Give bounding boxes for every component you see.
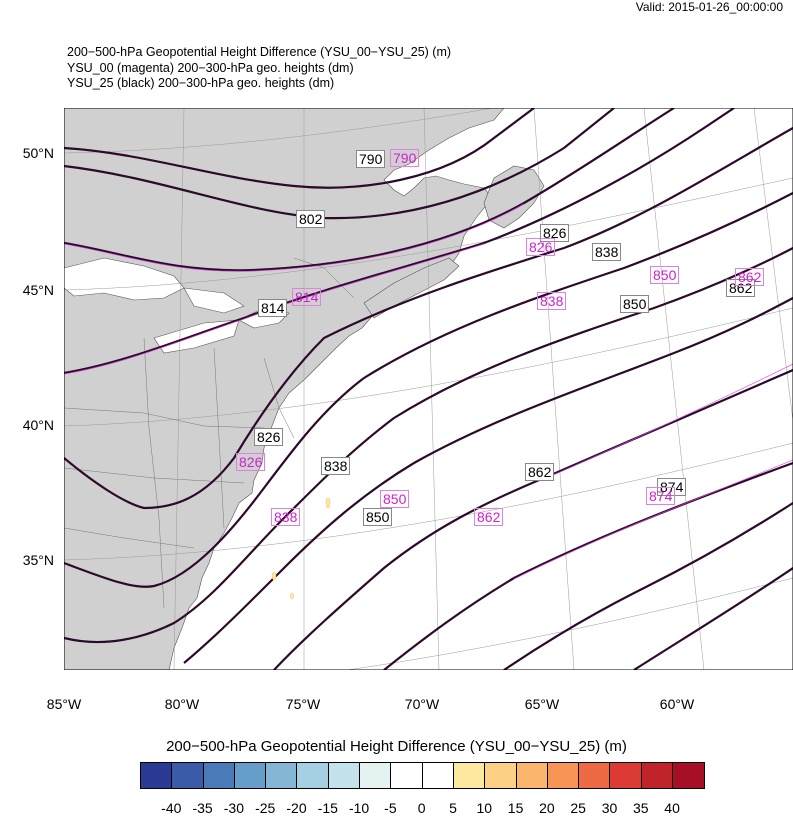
colorbar-cell xyxy=(516,763,548,788)
lon-label-60w: 60°W xyxy=(659,696,695,712)
colorbar-cell xyxy=(485,763,517,788)
contour-790 xyxy=(64,108,535,189)
label-magenta-862a: 862 xyxy=(735,268,765,286)
colorbar-cell xyxy=(579,763,611,788)
colorbar-cell xyxy=(391,763,423,788)
colorbar-tick-label: -40 xyxy=(161,800,182,816)
colorbar-tick-label: 15 xyxy=(507,800,524,816)
lon-label-65w: 65°W xyxy=(524,696,560,712)
colorbar-tick-label: 5 xyxy=(449,800,457,816)
label-black-850a: 850 xyxy=(620,295,650,313)
colorbar-cell xyxy=(266,763,298,788)
label-black-838b: 838 xyxy=(321,457,351,475)
title-line-3: YSU_25 (black) 200−300-hPa geo. heights … xyxy=(67,76,335,90)
map-panel xyxy=(64,108,793,670)
colorbar-cell xyxy=(641,763,674,788)
colorbar-tick-label: 30 xyxy=(601,800,618,816)
lat-label-50n: 50°N xyxy=(22,145,54,161)
label-magenta-850a: 850 xyxy=(650,266,680,284)
colorbar xyxy=(140,762,706,789)
colorbar-cell xyxy=(453,763,486,788)
lon-label-75w: 75°W xyxy=(285,696,321,712)
label-black-862a: 862 xyxy=(726,279,756,297)
colorbar-cell xyxy=(203,763,235,788)
colorbar-tick-label: -15 xyxy=(317,800,338,816)
lon-label-85w: 85°W xyxy=(46,696,82,712)
colorbar-cell xyxy=(172,763,204,788)
label-magenta-838a: 838 xyxy=(537,292,567,310)
colorbar-title: 200−500-hPa Geopotential Height Differen… xyxy=(166,738,627,755)
colorbar-cell xyxy=(673,763,705,788)
colorbar-tick-label: -20 xyxy=(286,800,307,816)
label-magenta-838b: 838 xyxy=(271,508,301,526)
label-black-814: 814 xyxy=(258,299,288,317)
label-black-802: 802 xyxy=(296,210,326,228)
colorbar-tick-label: -10 xyxy=(348,800,370,816)
label-magenta-826b: 826 xyxy=(236,453,266,471)
label-black-826b: 826 xyxy=(254,428,284,446)
colorbar-tick-label: -35 xyxy=(192,800,213,816)
label-magenta-814: 814 xyxy=(292,288,322,306)
contour-910 xyxy=(633,567,793,670)
valid-time: Valid: 2015-01-26_00:00:00 xyxy=(635,0,783,14)
colorbar-tick-label: 20 xyxy=(539,800,555,816)
colorbar-tick-label: 35 xyxy=(633,800,649,816)
colorbar-cell xyxy=(422,763,454,788)
contour-862 xyxy=(183,297,793,664)
colorbar-tick-label: -30 xyxy=(223,800,244,816)
lat-label-45n: 45°N xyxy=(22,282,54,298)
colorbar-tick-label: 40 xyxy=(664,800,680,816)
lon-label-80w: 80°W xyxy=(164,696,200,712)
land-nova-scotia xyxy=(363,257,460,319)
great-lakes xyxy=(64,257,185,301)
title-line-1: 200−500-hPa Geopotential Height Differen… xyxy=(67,45,452,59)
colorbar-cell xyxy=(360,763,392,788)
lat-label-35n: 35°N xyxy=(22,552,54,568)
colorbar-cell xyxy=(610,763,642,788)
label-magenta-862b: 862 xyxy=(474,508,504,526)
contour-814 xyxy=(64,108,675,272)
colorbar-cell xyxy=(547,763,580,788)
colorbar-tick-label: 25 xyxy=(570,800,586,816)
lat-label-40n: 40°N xyxy=(22,417,54,433)
label-magenta-850b: 850 xyxy=(380,490,410,508)
label-black-838a: 838 xyxy=(592,243,622,261)
contour-850 xyxy=(64,247,793,644)
contour-886 xyxy=(383,461,793,670)
title-line-2: YSU_00 (magenta) 200−300-hPa geo. height… xyxy=(67,60,354,75)
label-magenta-874: 874 xyxy=(646,487,676,505)
colorbar-cell xyxy=(297,763,329,788)
colorbar-tick-label: 0 xyxy=(417,800,426,816)
contour-826a xyxy=(64,108,735,375)
label-black-850b: 850 xyxy=(363,508,393,526)
colorbar-cell xyxy=(328,763,361,788)
label-magenta-826a: 826 xyxy=(526,238,556,256)
contour-898 xyxy=(503,502,793,670)
colorbar-tick-label: -25 xyxy=(255,800,276,816)
label-black-862b: 862 xyxy=(525,463,555,481)
colorbar-tick-label: -5 xyxy=(384,800,397,816)
label-black-826a: 826 xyxy=(540,224,570,242)
label-black-790: 790 xyxy=(356,150,386,168)
contour-838 xyxy=(64,192,793,588)
lon-label-70w: 70°W xyxy=(404,696,440,712)
label-magenta-790: 790 xyxy=(390,149,420,167)
colorbar-cell xyxy=(234,763,267,788)
contour-826b xyxy=(64,127,793,510)
colorbar-tick-label: 10 xyxy=(476,800,493,816)
contour-874 xyxy=(273,368,793,670)
colorbar-cell xyxy=(141,763,173,788)
plot-titles: 200−500-hPa Geopotential Height Differen… xyxy=(67,45,451,92)
